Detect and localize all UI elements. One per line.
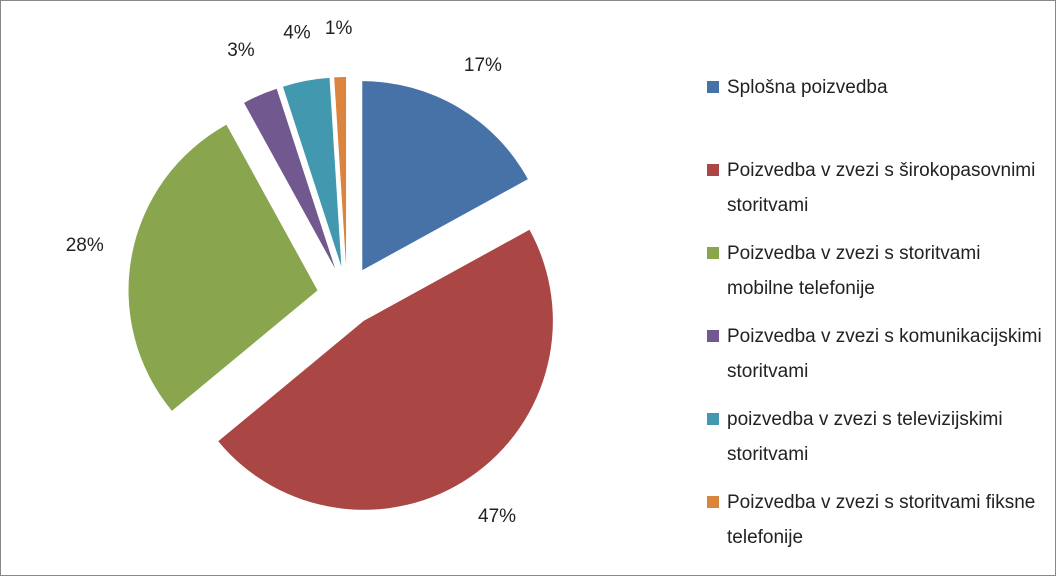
legend-item: Poizvedba v zvezi s storitvami mobilne t… — [707, 236, 1047, 319]
legend-swatch — [707, 81, 719, 93]
legend-swatch — [707, 496, 719, 508]
legend-label: Poizvedba v zvezi s komunikacijskimi sto… — [727, 326, 1042, 382]
legend-swatch — [707, 330, 719, 342]
pie-slice — [362, 81, 528, 271]
legend-label: Poizvedba v zvezi s storitvami fiksne te… — [727, 492, 1036, 548]
legend-item: Poizvedba v zvezi s širokopasovnimi stor… — [707, 153, 1047, 236]
legend-label: Splošna poizvedba — [727, 77, 888, 98]
pie-slice — [282, 77, 342, 267]
legend-label: Poizvedba v zvezi s storitvami mobilne t… — [727, 243, 981, 299]
legend-swatch — [707, 247, 719, 259]
legend-item: Poizvedba v zvezi s komunikacijskimi sto… — [707, 319, 1047, 402]
data-label: 47% — [478, 506, 516, 527]
legend-item: Splošna poizvedba — [707, 70, 1047, 153]
pie-slice — [334, 77, 347, 267]
legend-label: poizvedba v zvezi s televizijskimi stori… — [727, 409, 1003, 465]
data-label: 28% — [66, 235, 104, 256]
legend-item: Poizvedba v zvezi s storitvami fiksne te… — [707, 485, 1047, 568]
legend-swatch — [707, 413, 719, 425]
legend-item: poizvedba v zvezi s televizijskimi stori… — [707, 402, 1047, 485]
pie-slice — [244, 88, 336, 269]
data-label: 4% — [283, 23, 311, 44]
data-label: 3% — [227, 40, 255, 61]
pie-slice — [218, 229, 553, 510]
legend: Splošna poizvedba Poizvedba v zvezi s šir… — [707, 70, 1047, 568]
legend-swatch — [707, 164, 719, 176]
legend-label: Poizvedba v zvezi s širokopasovnimi stor… — [727, 160, 1036, 216]
data-label: 1% — [325, 18, 353, 39]
pie-slice — [128, 124, 318, 411]
data-label: 17% — [464, 55, 502, 76]
